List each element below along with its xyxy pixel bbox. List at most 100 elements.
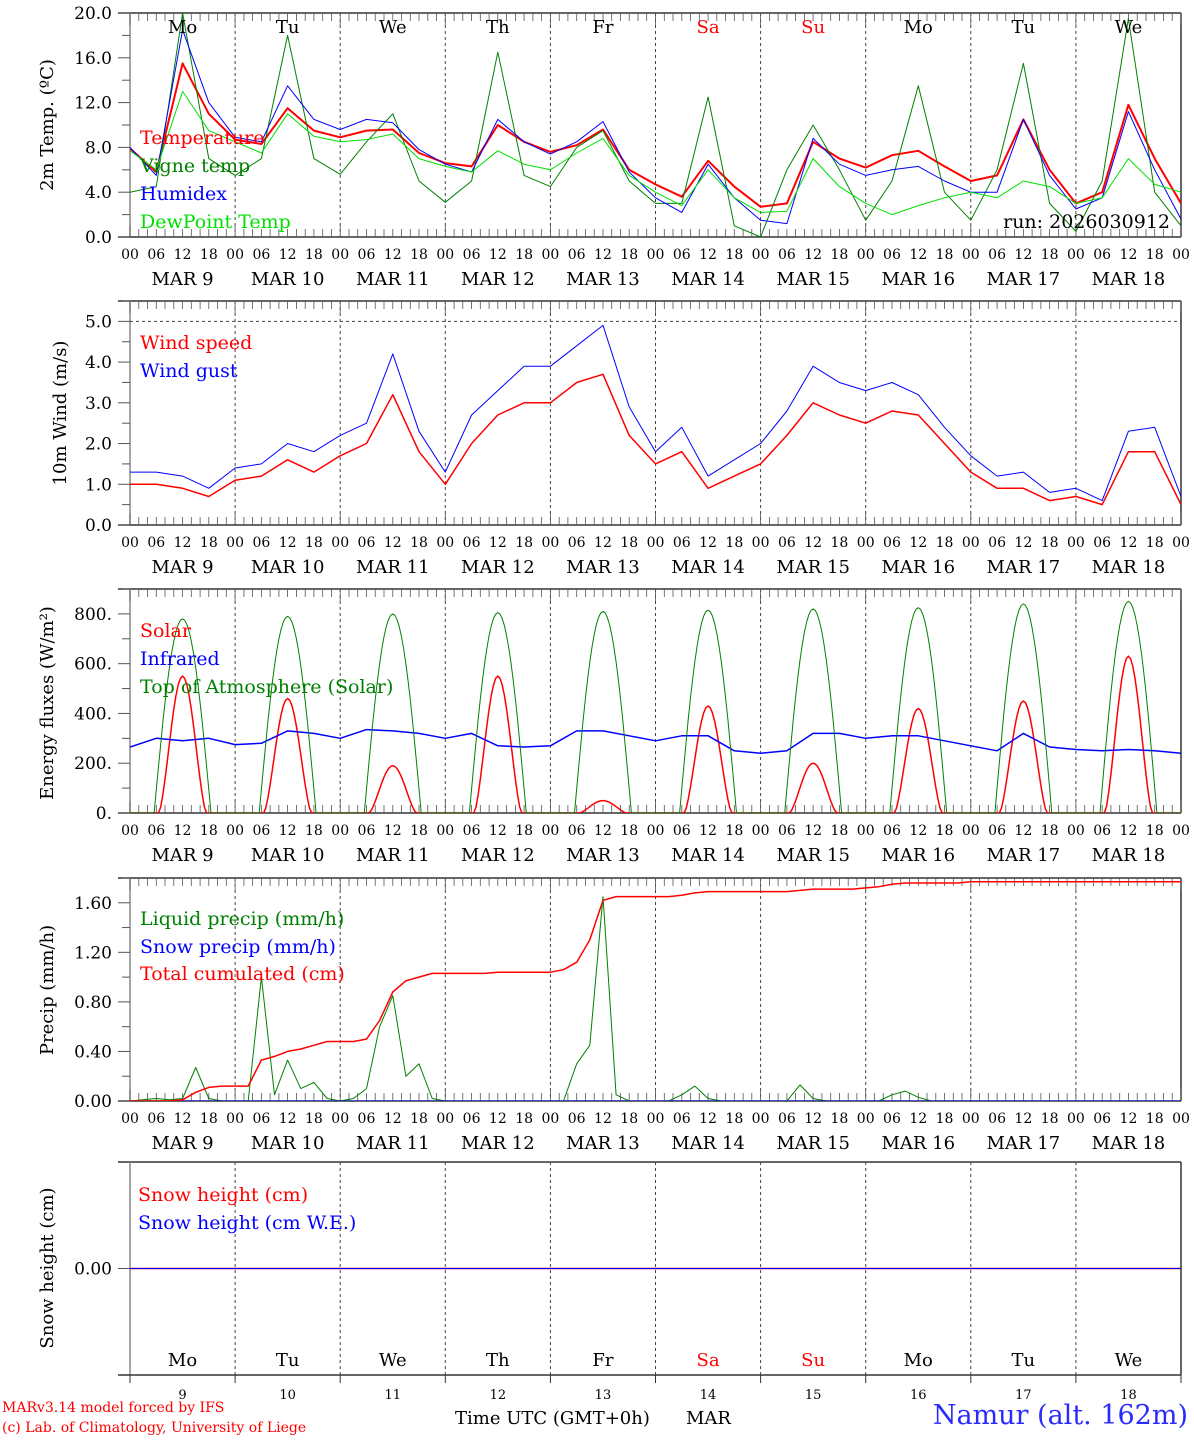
day-number-label: 18 — [1120, 1388, 1137, 1403]
date-label: MAR 12 — [461, 1133, 535, 1154]
hour-tick-label: 00 — [541, 1111, 559, 1127]
hour-tick-label: 12 — [699, 823, 717, 839]
y-tick-label: 0.80 — [74, 993, 112, 1013]
hour-tick-label: 06 — [883, 535, 901, 551]
hour-tick-label: 12 — [489, 823, 507, 839]
hour-tick-label: 00 — [226, 247, 244, 263]
hour-tick-label: 12 — [174, 535, 192, 551]
hour-tick-label: 06 — [988, 247, 1006, 263]
legend-humidex: Humidex — [140, 183, 227, 205]
date-label: MAR 11 — [356, 1133, 430, 1154]
day-number-label: 15 — [805, 1388, 822, 1403]
date-label: MAR 11 — [356, 557, 430, 578]
date-label: MAR 12 — [461, 845, 535, 866]
date-label: MAR 10 — [251, 845, 325, 866]
date-label: MAR 11 — [356, 845, 430, 866]
hour-ticks — [129, 878, 1182, 1101]
y-tick-label: 3.0 — [85, 394, 112, 414]
hour-tick-label: 00 — [1067, 1111, 1085, 1127]
hour-tick-label: 18 — [936, 247, 954, 263]
hour-tick-label: 18 — [831, 1111, 849, 1127]
hour-tick-label: 18 — [410, 535, 428, 551]
hour-tick-label: 06 — [358, 247, 376, 263]
hour-tick-label: 12 — [1120, 247, 1138, 263]
hour-tick-label: 12 — [279, 823, 297, 839]
hour-tick-label: 06 — [147, 1111, 165, 1127]
y-tick-label: 0.0 — [85, 228, 112, 248]
hour-tick-label: 12 — [489, 247, 507, 263]
hour-tick-label: 06 — [988, 1111, 1006, 1127]
date-label: MAR 13 — [566, 1133, 640, 1154]
hour-tick-label: 18 — [410, 247, 428, 263]
hour-tick-label: 00 — [121, 823, 139, 839]
day-number-label: 12 — [490, 1388, 507, 1403]
hour-tick-label: 12 — [279, 1111, 297, 1127]
date-label: MAR 16 — [881, 1133, 955, 1154]
hour-tick-label: 12 — [909, 823, 927, 839]
y-axis-title-snow: Snow height (cm) — [37, 1187, 58, 1348]
date-label: MAR 9 — [151, 557, 213, 578]
hour-tick-label: 00 — [647, 1111, 665, 1127]
hour-tick-label: 06 — [463, 1111, 481, 1127]
hour-tick-label: 18 — [1041, 247, 1059, 263]
day-name-label: Mo — [904, 1350, 933, 1371]
hour-tick-label: 06 — [883, 823, 901, 839]
hour-tick-label: 00 — [1067, 247, 1085, 263]
day-number-label: 14 — [700, 1388, 717, 1403]
y-tick-label: 0.40 — [74, 1042, 112, 1062]
date-label: MAR 12 — [461, 557, 535, 578]
hour-tick-label: 18 — [200, 247, 218, 263]
hour-tick-label: 00 — [1172, 535, 1190, 551]
day-name-label: Mo — [168, 17, 197, 38]
hour-tick-label: 12 — [909, 535, 927, 551]
hour-ticks — [129, 13, 1182, 237]
date-label: MAR 17 — [987, 269, 1061, 290]
y-axis-title-precip: Precip (mm/h) — [37, 925, 58, 1055]
hour-tick-label: 00 — [752, 247, 770, 263]
hour-tick-label: 12 — [384, 247, 402, 263]
hour-tick-label: 12 — [174, 1111, 192, 1127]
hour-tick-label: 06 — [1093, 535, 1111, 551]
legend-liquid-precip: Liquid precip (mm/h) — [140, 908, 344, 930]
date-label: MAR 14 — [671, 557, 745, 578]
day-number-label: 11 — [384, 1388, 401, 1403]
date-label: MAR 16 — [881, 845, 955, 866]
date-label: MAR 10 — [251, 557, 325, 578]
hour-tick-label: 06 — [463, 247, 481, 263]
y-axis-title-energy: Energy fluxes (W/m²) — [37, 606, 58, 800]
hour-tick-label: 00 — [752, 1111, 770, 1127]
y-tick-label: 0.0 — [85, 516, 112, 536]
date-label: MAR 9 — [151, 269, 213, 290]
hour-tick-label: 12 — [804, 247, 822, 263]
hour-tick-label: 18 — [936, 1111, 954, 1127]
hour-tick-label: 06 — [778, 823, 796, 839]
hour-tick-label: 00 — [436, 535, 454, 551]
day-name-label: Th — [486, 1350, 510, 1371]
hour-tick-label: 12 — [699, 1111, 717, 1127]
hour-tick-label: 06 — [1093, 823, 1111, 839]
day-name-label: Su — [801, 1350, 825, 1371]
hour-tick-label: 12 — [699, 535, 717, 551]
legend-toa-solar: Top of Atmosphere (Solar) — [140, 676, 393, 698]
hour-tick-label: 18 — [620, 535, 638, 551]
hour-tick-label: 00 — [121, 535, 139, 551]
y-tick-label: 4.0 — [85, 183, 112, 203]
date-label: MAR 16 — [881, 557, 955, 578]
series-top-of-atmosphere-solar — [130, 600, 1181, 813]
date-label: MAR 9 — [151, 845, 213, 866]
day-number-label: 17 — [1015, 1388, 1032, 1403]
hour-tick-label: 18 — [620, 247, 638, 263]
hour-tick-label: 00 — [1067, 823, 1085, 839]
series-liquid-precip-mm-h — [130, 896, 1181, 1101]
hour-tick-label: 06 — [568, 535, 586, 551]
hour-tick-label: 18 — [200, 823, 218, 839]
hour-tick-label: 06 — [147, 823, 165, 839]
y-tick-label: 600. — [74, 655, 112, 675]
hour-tick-label: 06 — [988, 535, 1006, 551]
hour-tick-label: 00 — [541, 247, 559, 263]
hour-tick-label: 12 — [174, 823, 192, 839]
hour-tick-label: 18 — [200, 535, 218, 551]
hour-tick-label: 18 — [1041, 535, 1059, 551]
hour-tick-label: 18 — [725, 1111, 743, 1127]
hour-tick-label: 00 — [647, 247, 665, 263]
